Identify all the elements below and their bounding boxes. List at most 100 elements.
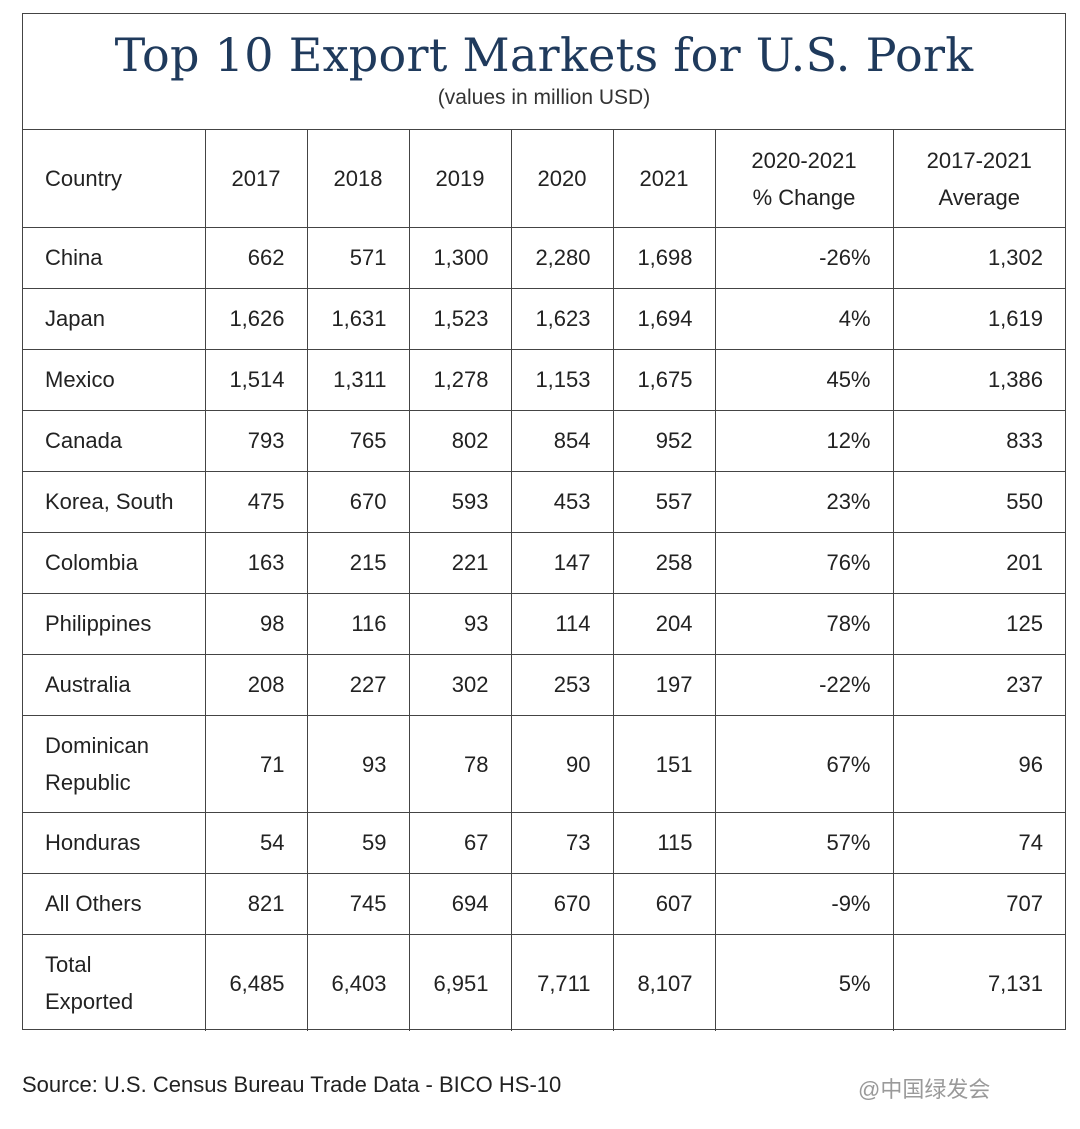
value-cell: 694 [408,873,512,935]
value-cell: 115 [612,812,716,874]
value-cell: 93 [306,715,410,813]
value-cell: 453 [510,471,614,533]
average-cell: 125 [892,593,1065,655]
value-cell: 253 [510,654,614,716]
change-cell: 45% [714,349,894,411]
value-cell: 854 [510,410,614,472]
value-cell: 147 [510,532,614,594]
value-cell: 557 [612,471,716,533]
table-row: Honduras 54 59 67 73 115 57% 74 [23,812,1065,874]
average-cell: 1,302 [892,227,1065,289]
value-cell: 662 [204,227,308,289]
value-cell: 71 [204,715,308,813]
cell-text: Total [45,952,92,977]
average-cell: 1,386 [892,349,1065,411]
value-cell: 821 [204,873,308,935]
cell-text: 2017 [231,166,281,191]
cell-text: 2020-2021 [751,147,857,173]
cell-text: Republic [45,770,131,795]
average-cell: 74 [892,812,1065,874]
value-cell: 670 [306,471,410,533]
country-cell: Honduras [23,812,206,874]
cell-text: Exported [45,989,134,1014]
value-cell: 163 [204,532,308,594]
value-cell: 98 [204,593,308,655]
value-cell: 6,403 [306,934,410,1031]
chart-title: Top 10 Export Markets for U.S. Pork [114,28,974,82]
column-header: 2020-2021 % Change [714,130,894,228]
value-cell: 7,711 [510,934,614,1031]
country-cell: All Others [23,873,206,935]
value-cell: 208 [204,654,308,716]
cell-text: Dominican [45,733,149,758]
cell-text: % Change [752,184,856,210]
cell-text: Canada [45,428,123,453]
value-cell: 221 [408,532,512,594]
value-cell: 59 [306,812,410,874]
cell-text: All Others [45,891,142,916]
value-cell: 475 [204,471,308,533]
column-header: 2021 [612,130,716,228]
value-cell: 67 [408,812,512,874]
cell-text: Mexico [45,367,115,392]
cell-text: Korea, South [45,489,174,514]
value-cell: 1,523 [408,288,512,350]
change-cell: 78% [714,593,894,655]
value-cell: 952 [612,410,716,472]
change-cell: 5% [714,934,894,1031]
column-header: 2020 [510,130,614,228]
change-cell: 4% [714,288,894,350]
change-cell: -26% [714,227,894,289]
value-cell: 607 [612,873,716,935]
value-cell: 1,675 [612,349,716,411]
value-cell: 78 [408,715,512,813]
country-cell: Australia [23,654,206,716]
title-box: Top 10 Export Markets for U.S. Pork (val… [23,14,1065,130]
value-cell: 1,623 [510,288,614,350]
table-row: Canada 793 765 802 854 952 12% 833 [23,410,1065,472]
country-cell: China [23,227,206,289]
cell-text: Japan [45,306,105,331]
cell-text: Philippines [45,611,152,636]
value-cell: 1,694 [612,288,716,350]
table-row: Colombia 163 215 221 147 258 76% 201 [23,532,1065,594]
change-cell: -22% [714,654,894,716]
table-row: Australia 208 227 302 253 197 -22% 237 [23,654,1065,716]
column-header: 2017 [204,130,308,228]
value-cell: 593 [408,471,512,533]
change-cell: -9% [714,873,894,935]
value-cell: 765 [306,410,410,472]
value-cell: 1,631 [306,288,410,350]
table-row: Mexico 1,514 1,311 1,278 1,153 1,675 45% 1,386 [23,349,1065,411]
value-cell: 1,698 [612,227,716,289]
country-cell: Canada [23,410,206,472]
value-cell: 151 [612,715,716,813]
average-cell: 1,619 [892,288,1065,350]
value-cell: 2,280 [510,227,614,289]
cell-text: Average [938,184,1021,210]
cell-text: 2020 [537,166,587,191]
country-cell: Japan [23,288,206,350]
average-cell: 707 [892,873,1065,935]
value-cell: 204 [612,593,716,655]
value-cell: 670 [510,873,614,935]
country-cell: Dominican Republic [23,715,206,813]
change-cell: 57% [714,812,894,874]
value-cell: 1,153 [510,349,614,411]
table-row: Japan 1,626 1,631 1,523 1,623 1,694 4% 1,619 [23,288,1065,350]
value-cell: 227 [306,654,410,716]
value-cell: 116 [306,593,410,655]
value-cell: 1,300 [408,227,512,289]
export-table: Country 2017 2018 2019 2020 2021 2020-2021 % Ch… [23,130,1065,1031]
value-cell: 1,278 [408,349,512,411]
value-cell: 571 [306,227,410,289]
table-row: Philippines 98 116 93 114 204 78% 125 [23,593,1065,655]
average-cell: 7,131 [892,934,1065,1031]
country-cell: Philippines [23,593,206,655]
country-cell: Total Exported [23,934,206,1031]
average-cell: 833 [892,410,1065,472]
value-cell: 215 [306,532,410,594]
table-row: Korea, South 475 670 593 453 557 23% 550 [23,471,1065,533]
average-cell: 550 [892,471,1065,533]
table-frame: Top 10 Export Markets for U.S. Pork (val… [22,13,1066,1031]
